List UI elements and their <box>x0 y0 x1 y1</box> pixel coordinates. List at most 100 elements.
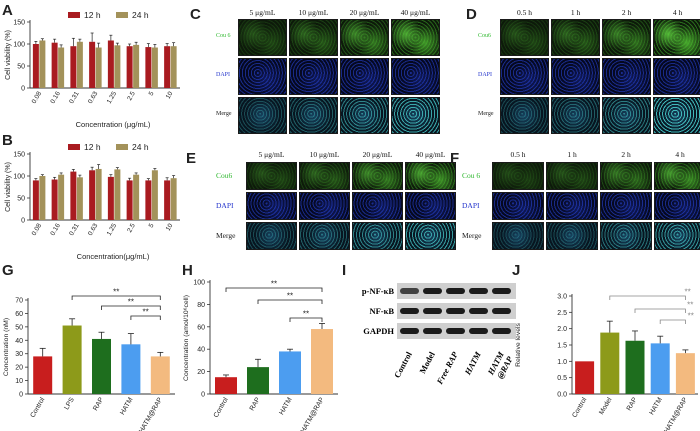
x-tick-label: RAP <box>626 396 639 412</box>
blot-row-label: NF-κB <box>369 306 394 316</box>
bar-24h <box>76 41 83 88</box>
legend-swatch <box>116 12 128 18</box>
micrograph-tile <box>600 192 652 220</box>
x-tick-label: HATM@RAP <box>138 396 164 431</box>
x-tick-label: HATM@RAP <box>663 396 689 431</box>
blot-band <box>492 328 511 334</box>
bar-12h <box>145 47 152 88</box>
x-tick-label: 0.16 <box>49 222 62 237</box>
micrograph-tile <box>600 222 652 250</box>
y-tick-label: 60 <box>15 311 23 318</box>
row-label: DAPI <box>216 201 234 210</box>
bar-12h <box>126 46 133 88</box>
microscopy-panel-f: 0.5 h 1 h 2 h 4 h Cou 6 DAPI Merge <box>462 150 700 255</box>
bar-24h <box>39 176 46 220</box>
column-label: 10 μg/mL <box>309 150 340 159</box>
bar-24h <box>58 47 65 88</box>
x-tick-label: LPS <box>63 396 76 411</box>
y-axis-label: Concentration (amol/10⁶cell) <box>183 295 190 381</box>
bar-12h <box>70 46 77 88</box>
x-tick-label: RAP <box>92 396 105 412</box>
y-tick-label: 0.5 <box>557 375 567 382</box>
significance-bracket <box>225 287 323 292</box>
column-label: 4 h <box>675 150 685 159</box>
microscopy-panel-e: 5 μg/mL 10 μg/mL 20 μg/mL 40 μg/mL Cou6 DAPI M… <box>216 150 456 255</box>
column-label: 10 μg/mL <box>298 8 329 17</box>
microscopy-panel-c: 5 μg/mL 10 μg/mL 20 μg/mL 40 μg/mL Cou 6 DAPI… <box>216 8 466 143</box>
micrograph-tile <box>340 97 389 134</box>
bar-24h <box>151 170 158 220</box>
y-tick-label: 150 <box>13 20 25 27</box>
chart-a-cell-viability: 0 50 100 150 0.08 0.16 0.31 0.63 1.25 2.5 5 10 12 h 2… <box>5 10 180 129</box>
column-label: 20 μg/mL <box>349 8 380 17</box>
blot-band <box>400 308 419 314</box>
x-tick-label: 0.31 <box>68 90 81 105</box>
bar-12h <box>51 42 58 88</box>
microscopy-panel-d: 0.5 h 1 h 2 h 4 h Cou6 DAPI Merge <box>478 8 700 143</box>
y-tick-label: 100 <box>193 280 205 287</box>
micrograph-tile <box>352 192 403 220</box>
panel-label-h: H <box>182 262 193 279</box>
micrograph-tile <box>551 19 600 56</box>
x-tick-label: 2.5 <box>126 222 137 234</box>
bar-12h <box>107 40 114 88</box>
bar-24h <box>58 174 65 220</box>
legend-swatch <box>116 144 128 150</box>
x-tick-label: HATM@RAP <box>300 396 326 431</box>
blot-band <box>446 328 465 334</box>
x-tick-label: 0.16 <box>49 90 62 105</box>
bar-12h <box>51 179 58 220</box>
micrograph-tile <box>500 19 549 56</box>
x-tick-label: Control <box>213 396 230 419</box>
column-label: 1 h <box>567 150 577 159</box>
x-tick-label: 0.63 <box>87 222 100 237</box>
x-tick-label: Control <box>29 396 46 419</box>
micrograph-tile <box>391 19 440 56</box>
y-tick-label: 0.0 <box>557 392 567 399</box>
micrograph-tile <box>391 97 440 134</box>
significance-label: ** <box>128 298 134 307</box>
micrograph-tile <box>653 19 700 56</box>
bar-24h <box>76 177 83 220</box>
panel-label-d: D <box>466 6 477 23</box>
y-tick-label: 3.0 <box>557 294 567 301</box>
x-tick-label: 0.08 <box>31 90 44 105</box>
y-tick-label: 1.0 <box>557 359 567 366</box>
x-tick-label: 0.08 <box>31 222 44 237</box>
panel-label-g: G <box>2 262 14 279</box>
bar-24h <box>170 46 177 88</box>
legend-swatch <box>68 144 80 150</box>
x-tick-label: 1.25 <box>106 222 119 237</box>
micrograph-tile <box>653 97 700 134</box>
y-axis-label: Relative levels <box>515 322 522 366</box>
y-tick-label: 100 <box>13 174 25 181</box>
x-axis-label: Concentration (μg/mL) <box>76 120 151 129</box>
row-label: DAPI <box>462 201 480 210</box>
significance-bracket <box>659 319 686 324</box>
bar-hatm-rap <box>675 353 695 394</box>
blot-band <box>400 288 419 294</box>
blot-band <box>423 308 442 314</box>
micrograph-tile <box>405 192 456 220</box>
row-label: DAPI <box>216 71 231 78</box>
micrograph-tile <box>500 97 549 134</box>
micrograph-tile <box>602 58 651 95</box>
x-tick-label: 0.31 <box>68 222 81 237</box>
y-tick-label: 20 <box>197 369 205 376</box>
x-tick-label: Control <box>571 396 588 419</box>
micrograph-tile <box>352 162 403 190</box>
micrograph-tile <box>299 222 350 250</box>
chart-h-concentration: 0 20 40 60 80 100 Control RAP HATM HATM@RAP Concen… <box>183 280 338 431</box>
x-tick-label: 5 <box>148 90 156 97</box>
bar-12h <box>145 180 152 220</box>
y-tick-label: 0 <box>19 392 23 399</box>
bar-control <box>575 361 595 394</box>
row-label: Cou6 <box>478 32 492 39</box>
bar-rap <box>247 367 269 394</box>
micrograph-tile <box>602 97 651 134</box>
bar-hatm-rap <box>150 356 170 394</box>
column-label: 5 μg/mL <box>249 8 276 17</box>
x-tick-label: HATM <box>119 396 135 416</box>
y-axis-label: Concentration (nM) <box>3 318 10 376</box>
bar-hatm <box>279 351 301 394</box>
